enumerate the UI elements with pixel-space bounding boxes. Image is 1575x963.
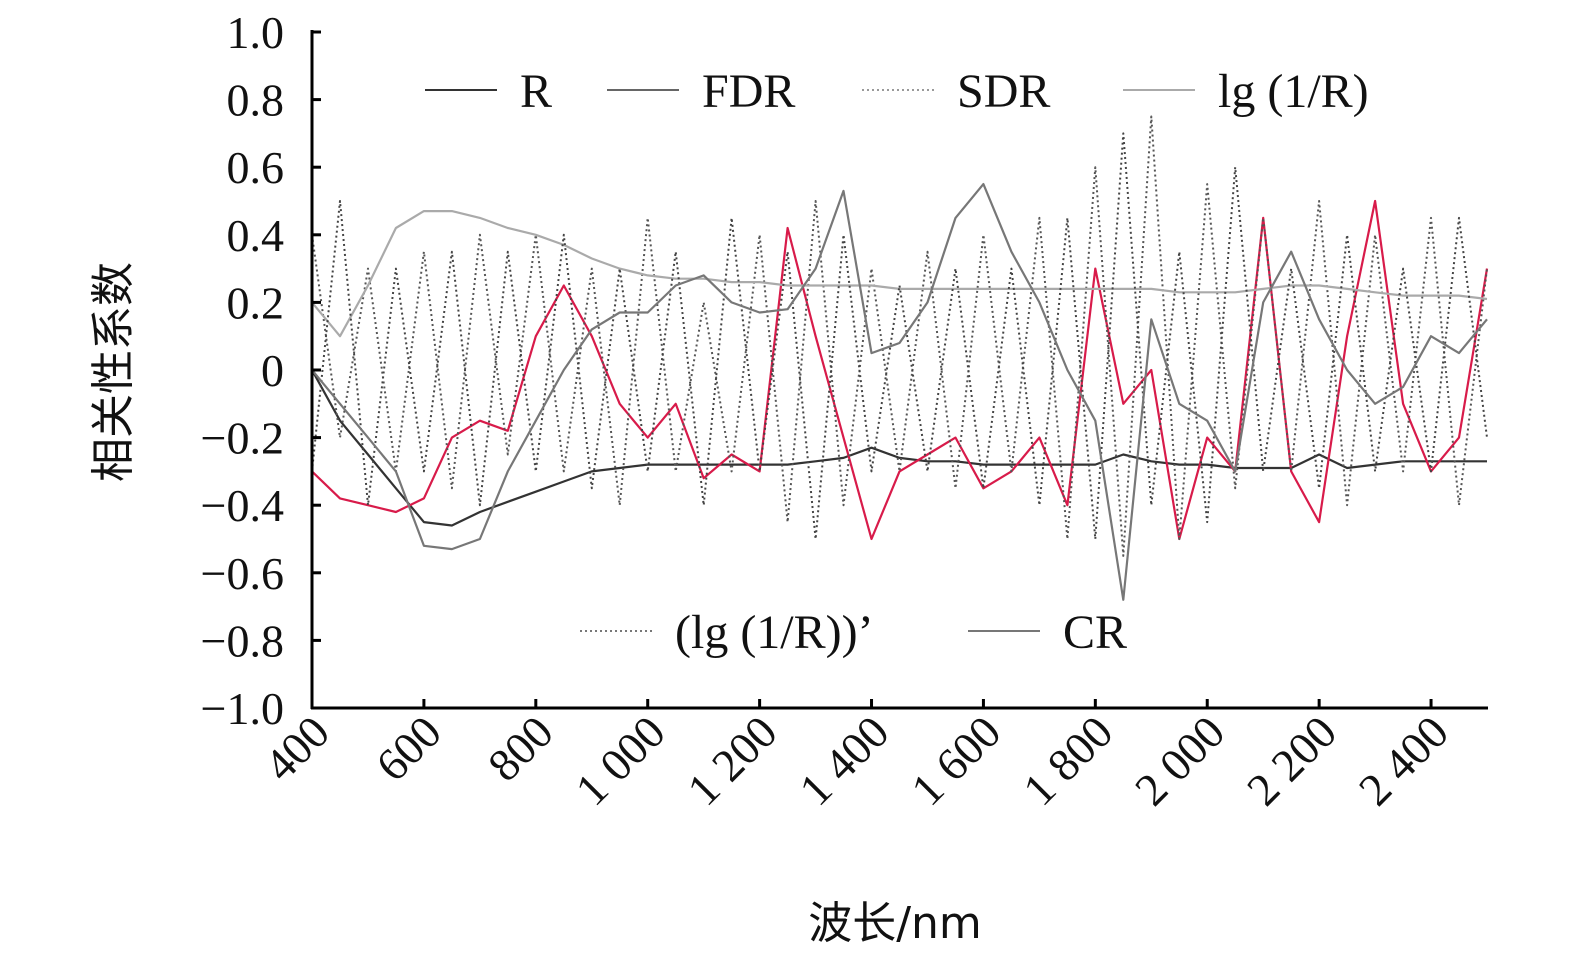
y-tick-label: −0.4: [201, 480, 284, 531]
y-tick-label: −0.8: [201, 615, 284, 666]
y-axis-title: 相关性系数: [88, 262, 139, 482]
legend-label: (lg (1/R))’: [675, 606, 874, 659]
y-tick-label: 0.2: [227, 277, 285, 328]
legend-label: CR: [1063, 606, 1127, 659]
legend-label: R: [520, 65, 552, 118]
series-line-sdr: [311, 115, 1488, 557]
y-tick-label: 0.8: [227, 75, 285, 126]
x-axis-title: 波长/nm: [808, 898, 982, 949]
y-tick-label: 0: [261, 345, 284, 396]
y-tick-label: 1.0: [227, 7, 285, 58]
series-line-cr: [311, 183, 1488, 601]
legend-label: lg (1/R): [1218, 65, 1369, 118]
series-line-fdr: [311, 199, 1489, 541]
legend-label: SDR: [957, 65, 1050, 118]
series-layer: [311, 115, 1489, 601]
legend-label: FDR: [702, 65, 795, 118]
y-tick-label: 0.4: [227, 210, 285, 261]
legend: R FDR SDR lg (1/R) (lg (1/R))’ CR: [425, 65, 1369, 659]
y-tick-label: −0.6: [201, 548, 284, 599]
series-line-lg-1-r: [311, 132, 1488, 540]
y-tick-label: −0.2: [201, 413, 284, 464]
y-tick-label: 0.6: [227, 142, 285, 193]
y-tick-label: −1.0: [201, 683, 284, 734]
